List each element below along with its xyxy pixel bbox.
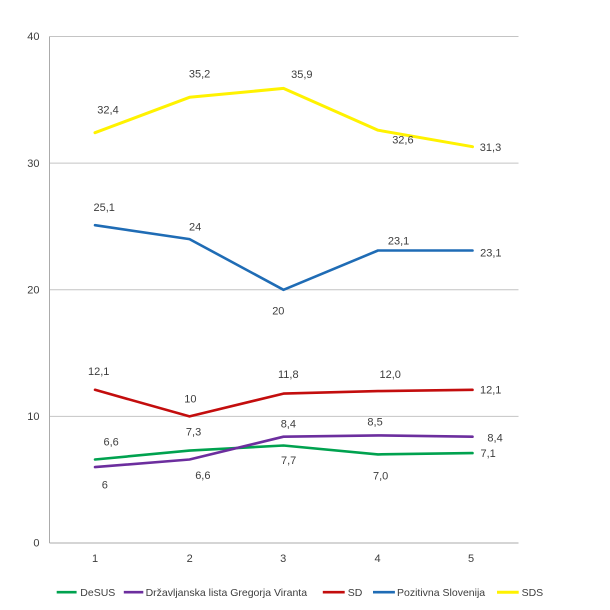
- svg-text:8,4: 8,4: [281, 419, 296, 431]
- svg-text:8,4: 8,4: [487, 433, 502, 445]
- svg-text:10: 10: [27, 411, 39, 423]
- svg-text:24: 24: [189, 221, 201, 233]
- svg-text:1: 1: [92, 553, 98, 565]
- svg-text:32,4: 32,4: [97, 105, 118, 117]
- svg-text:40: 40: [27, 31, 39, 43]
- svg-text:31,3: 31,3: [480, 142, 501, 154]
- svg-text:Pozitivna Slovenija: Pozitivna Slovenija: [397, 587, 485, 599]
- svg-text:35,9: 35,9: [291, 69, 312, 81]
- svg-text:25,1: 25,1: [94, 202, 115, 214]
- svg-text:Državljanska lista Gregorja Vi: Državljanska lista Gregorja Viranta: [146, 587, 308, 599]
- svg-text:4: 4: [374, 553, 380, 565]
- svg-text:6,6: 6,6: [104, 437, 119, 449]
- svg-text:30: 30: [27, 158, 39, 170]
- svg-text:35,2: 35,2: [189, 69, 210, 81]
- svg-text:SD: SD: [348, 587, 363, 599]
- svg-text:20: 20: [272, 306, 284, 318]
- svg-text:SDS: SDS: [522, 587, 544, 599]
- svg-text:11,8: 11,8: [278, 369, 299, 381]
- svg-text:12,0: 12,0: [380, 369, 401, 381]
- svg-text:10: 10: [184, 394, 196, 406]
- svg-text:3: 3: [280, 553, 286, 565]
- svg-text:0: 0: [33, 538, 39, 550]
- svg-text:32,6: 32,6: [392, 134, 413, 146]
- svg-text:7,7: 7,7: [281, 455, 296, 467]
- svg-text:12,1: 12,1: [88, 366, 109, 378]
- svg-text:20: 20: [27, 285, 39, 297]
- svg-text:6,6: 6,6: [195, 470, 210, 482]
- svg-text:DeSUS: DeSUS: [80, 587, 115, 599]
- svg-text:7,0: 7,0: [373, 471, 388, 483]
- svg-text:12,1: 12,1: [480, 385, 501, 397]
- svg-text:8,5: 8,5: [367, 416, 382, 428]
- svg-text:5: 5: [468, 553, 474, 565]
- svg-text:7,3: 7,3: [186, 426, 201, 438]
- svg-text:7,1: 7,1: [481, 448, 496, 460]
- svg-text:2: 2: [187, 553, 193, 565]
- svg-text:23,1: 23,1: [480, 248, 501, 260]
- svg-text:6: 6: [102, 479, 108, 491]
- svg-text:23,1: 23,1: [388, 236, 409, 248]
